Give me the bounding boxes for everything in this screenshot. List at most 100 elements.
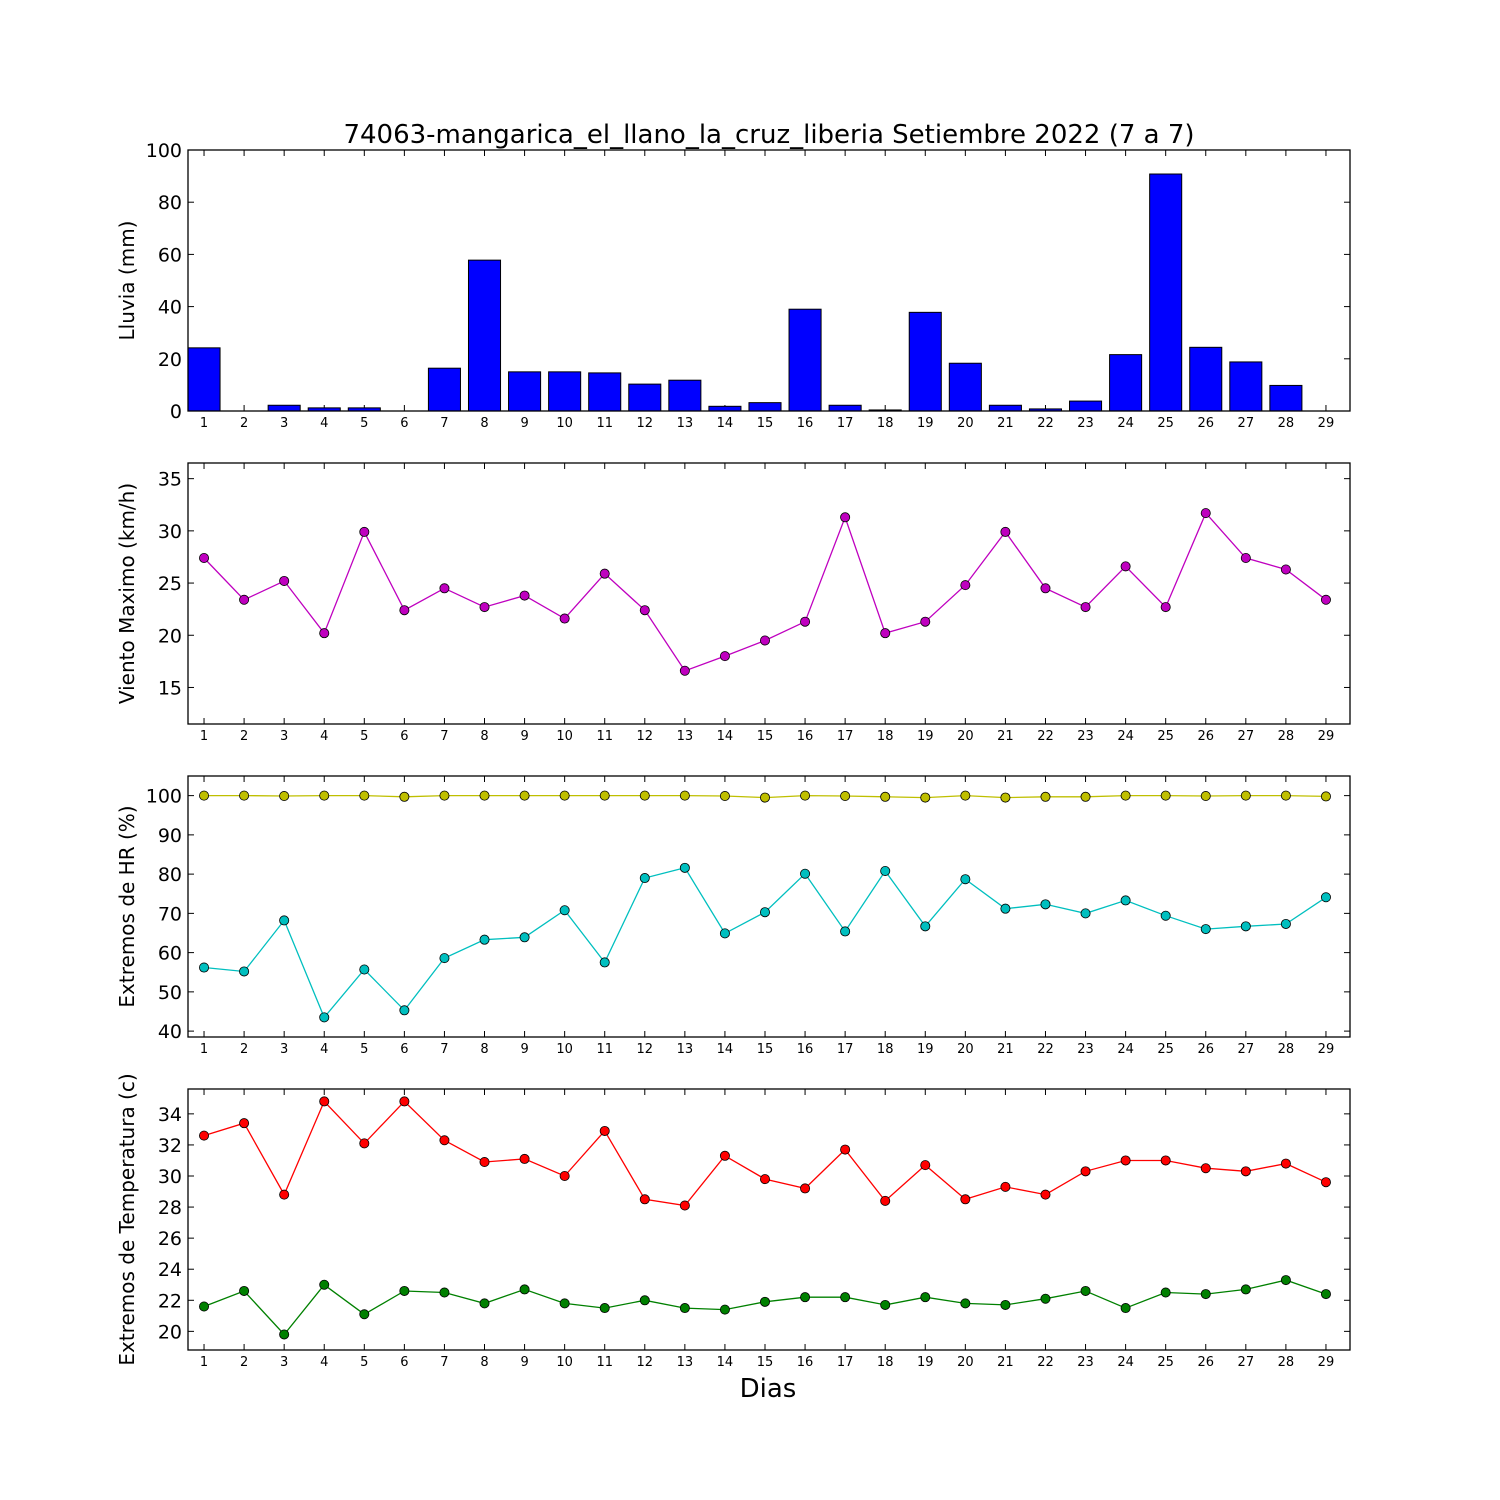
data-point [439, 1135, 450, 1146]
data-point [1320, 791, 1331, 802]
data-point [1120, 790, 1131, 801]
x-tick-label: 10 [556, 1042, 573, 1057]
data-point [279, 1189, 290, 1200]
data-point [759, 635, 770, 646]
x-tick-label: 18 [877, 729, 894, 744]
y-tick-label: 25 [158, 573, 182, 595]
y-tick-label: 60 [158, 244, 182, 266]
data-point [1320, 594, 1331, 605]
x-tick-label: 9 [520, 729, 528, 744]
x-tick-label: 16 [797, 729, 814, 744]
data-point [1320, 1289, 1331, 1300]
data-point [920, 792, 931, 803]
plot-frame [187, 775, 1351, 1038]
data-point [880, 1195, 891, 1206]
x-tick-label: 29 [1318, 416, 1335, 431]
data-point [880, 865, 891, 876]
data-point [920, 1160, 931, 1171]
data-point [1080, 1285, 1091, 1296]
bar [748, 402, 782, 412]
data-point [479, 602, 490, 613]
x-tick-label: 3 [280, 416, 288, 431]
data-point [840, 791, 851, 802]
bar [708, 405, 742, 412]
data-point [239, 1285, 250, 1296]
data-point [479, 934, 490, 945]
x-tick-label: 9 [520, 1042, 528, 1057]
data-point [1040, 791, 1051, 802]
x-tick-label: 16 [797, 1042, 814, 1057]
x-tick-label: 18 [877, 416, 894, 431]
data-point [519, 590, 530, 601]
x-tick-label: 8 [480, 1042, 488, 1057]
plot-frame [187, 149, 1351, 412]
data-point [840, 1144, 851, 1155]
x-tick-label: 20 [957, 1355, 974, 1370]
x-tick-label: 15 [757, 729, 774, 744]
data-point [359, 790, 370, 801]
data-point [399, 1005, 410, 1016]
data-point [239, 966, 250, 977]
x-tick-label: 16 [797, 1355, 814, 1370]
x-tick-label: 4 [320, 729, 328, 744]
x-tick-label: 14 [717, 1042, 734, 1057]
x-tick-label: 29 [1318, 729, 1335, 744]
data-point [1000, 1299, 1011, 1310]
x-tick-label: 22 [1037, 416, 1054, 431]
data-point [199, 553, 210, 564]
data-point [840, 926, 851, 937]
bar [1109, 354, 1143, 412]
bar [548, 371, 582, 412]
data-point [359, 526, 370, 537]
y-tick-label: 50 [158, 982, 182, 1004]
x-tick-label: 19 [917, 416, 934, 431]
data-point [199, 962, 210, 973]
y-axis-label: Viento Maximo (km/h) [115, 483, 139, 704]
data-point [599, 1125, 610, 1136]
x-tick-label: 10 [556, 729, 573, 744]
x-tick-label: 26 [1197, 416, 1214, 431]
x-tick-label: 25 [1157, 1355, 1174, 1370]
data-point [359, 1309, 370, 1320]
x-tick-label: 27 [1238, 1042, 1255, 1057]
x-tick-label: 24 [1117, 1042, 1134, 1057]
data-point [920, 1292, 931, 1303]
y-tick-label: 40 [158, 1021, 182, 1043]
data-point [1280, 790, 1291, 801]
x-tick-label: 6 [400, 1042, 408, 1057]
data-point [639, 605, 650, 616]
bar [668, 379, 702, 412]
x-tick-label: 14 [717, 729, 734, 744]
x-tick-label: 26 [1197, 1042, 1214, 1057]
data-point [1160, 1155, 1171, 1166]
data-point [559, 790, 570, 801]
bar [187, 347, 221, 412]
data-point [359, 1138, 370, 1149]
x-tick-label: 17 [837, 729, 854, 744]
x-tick-label: 12 [637, 1042, 654, 1057]
data-point [1200, 924, 1211, 935]
data-point [1160, 602, 1171, 613]
data-point [1160, 1287, 1171, 1298]
bar [1269, 384, 1303, 412]
data-point [559, 1298, 570, 1309]
x-axis-label: Dias [740, 1374, 797, 1404]
x-tick-label: 21 [997, 729, 1014, 744]
data-point [1000, 526, 1011, 537]
data-point [880, 791, 891, 802]
x-tick-label: 3 [280, 1355, 288, 1370]
x-tick-label: 14 [717, 416, 734, 431]
data-point [1160, 790, 1171, 801]
data-point [1040, 583, 1051, 594]
x-tick-label: 10 [556, 416, 573, 431]
x-tick-label: 2 [240, 416, 248, 431]
data-point [960, 874, 971, 885]
data-point [599, 568, 610, 579]
data-point [1080, 908, 1091, 919]
data-point [519, 1153, 530, 1164]
y-tick-label: 20 [158, 1321, 182, 1343]
y-tick-label: 0 [170, 401, 182, 423]
x-tick-label: 13 [677, 1042, 694, 1057]
